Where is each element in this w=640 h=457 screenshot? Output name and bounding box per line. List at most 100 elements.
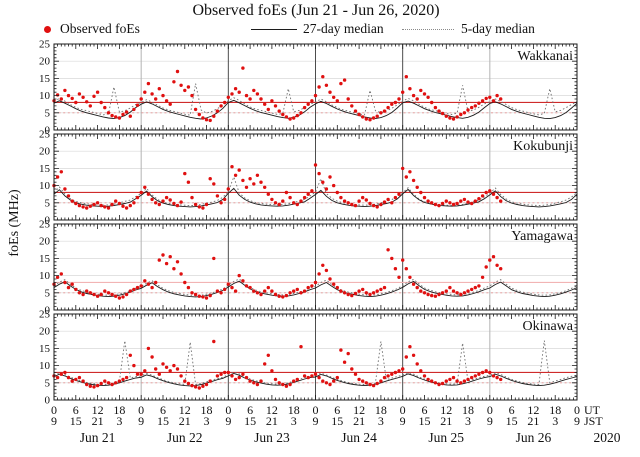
observed-point: [146, 81, 151, 86]
observed-point: [390, 256, 394, 261]
observed-point: [208, 118, 212, 123]
observed-point: [106, 206, 111, 210]
observed-point: [273, 201, 278, 205]
observed-point: [408, 345, 412, 349]
observed-point: [332, 183, 336, 188]
observed-point: [248, 177, 252, 181]
observed-point: [375, 205, 379, 209]
observed-point: [237, 273, 241, 278]
observed-point: [212, 114, 216, 118]
observed-point: [335, 285, 339, 290]
observed-point: [223, 287, 227, 292]
observed-point: [201, 384, 205, 388]
median5-line: [53, 278, 578, 297]
observed-point: [277, 109, 281, 113]
observed-point: [357, 289, 361, 293]
observed-point: [63, 88, 67, 93]
observed-point: [55, 93, 60, 97]
observed-point: [81, 379, 85, 383]
observed-point: [81, 95, 85, 100]
observed-point: [186, 85, 191, 89]
observed-point: [466, 108, 470, 112]
observed-point: [146, 282, 151, 286]
observed-point: [190, 383, 194, 388]
observed-point: [451, 289, 456, 293]
observed-point: [219, 104, 223, 108]
y-tick-label: 20: [39, 326, 51, 338]
hour-label-jst: 21: [440, 414, 452, 428]
observed-point: [230, 92, 234, 96]
observed-point: [459, 381, 463, 385]
observed-point: [121, 204, 125, 208]
observed-point: [175, 203, 180, 208]
observed-point: [328, 175, 332, 179]
observed-point: [415, 285, 419, 290]
observed-point: [430, 201, 434, 205]
hour-label-jst: 9: [313, 414, 319, 428]
y-tick-label: 5: [45, 107, 51, 119]
observed-point: [168, 102, 172, 106]
hour-label-jst: 3: [552, 414, 558, 428]
hour-label-jst: 21: [527, 414, 539, 428]
day-label: Jun 26: [516, 430, 552, 445]
observed-point: [422, 291, 427, 295]
observed-point: [299, 291, 303, 295]
observed-point: [270, 289, 274, 293]
observed-point: [397, 192, 401, 196]
observed-point: [208, 379, 212, 383]
observed-point: [313, 372, 318, 376]
observed-point: [226, 370, 230, 375]
hour-label-ut: 12: [353, 403, 365, 417]
observed-point: [433, 294, 438, 298]
observed-point: [85, 100, 89, 104]
observed-point: [470, 375, 474, 380]
observed-point: [310, 189, 314, 193]
observed-point: [328, 382, 332, 387]
observed-point: [364, 198, 368, 202]
observed-point: [241, 372, 245, 376]
observed-point: [379, 287, 383, 292]
observed-point: [150, 197, 154, 202]
observed-point: [415, 185, 419, 189]
observed-point: [230, 165, 234, 169]
observed-point: [106, 381, 111, 385]
observed-point: [193, 385, 198, 389]
observed-point: [462, 111, 467, 115]
observed-point: [361, 195, 365, 200]
day-label: Jun 22: [167, 430, 203, 445]
observed-point: [150, 92, 154, 96]
observed-point: [143, 185, 147, 189]
observed-point: [488, 370, 492, 375]
observed-point: [248, 285, 252, 290]
observed-point: [495, 93, 499, 98]
observed-point: [371, 383, 376, 388]
observed-point: [106, 291, 111, 295]
observed-point: [135, 285, 140, 290]
observed-point: [440, 111, 445, 116]
hour-label-ut: 18: [288, 403, 300, 417]
y-tick-label: 15: [39, 253, 51, 265]
observed-point: [288, 382, 292, 387]
day-label: Jun 23: [254, 430, 290, 445]
observed-point: [244, 93, 249, 98]
observed-point: [335, 190, 339, 195]
observed-point: [321, 263, 325, 267]
observed-point: [375, 289, 379, 293]
y-tick-label: 10: [39, 90, 51, 102]
observed-point: [114, 381, 118, 385]
observed-point: [313, 280, 318, 285]
observed-point: [248, 379, 252, 383]
observed-point: [328, 277, 332, 281]
observed-point: [342, 199, 347, 203]
observed-point: [299, 345, 303, 349]
observed-point: [183, 280, 187, 285]
observed-point: [332, 95, 336, 100]
observed-point: [451, 202, 456, 207]
observed-point: [339, 195, 343, 200]
observed-point: [419, 190, 423, 195]
observed-point: [139, 372, 143, 376]
observed-point: [448, 285, 452, 290]
observed-point: [208, 293, 212, 298]
observed-point: [430, 293, 434, 298]
observed-point: [433, 381, 438, 385]
